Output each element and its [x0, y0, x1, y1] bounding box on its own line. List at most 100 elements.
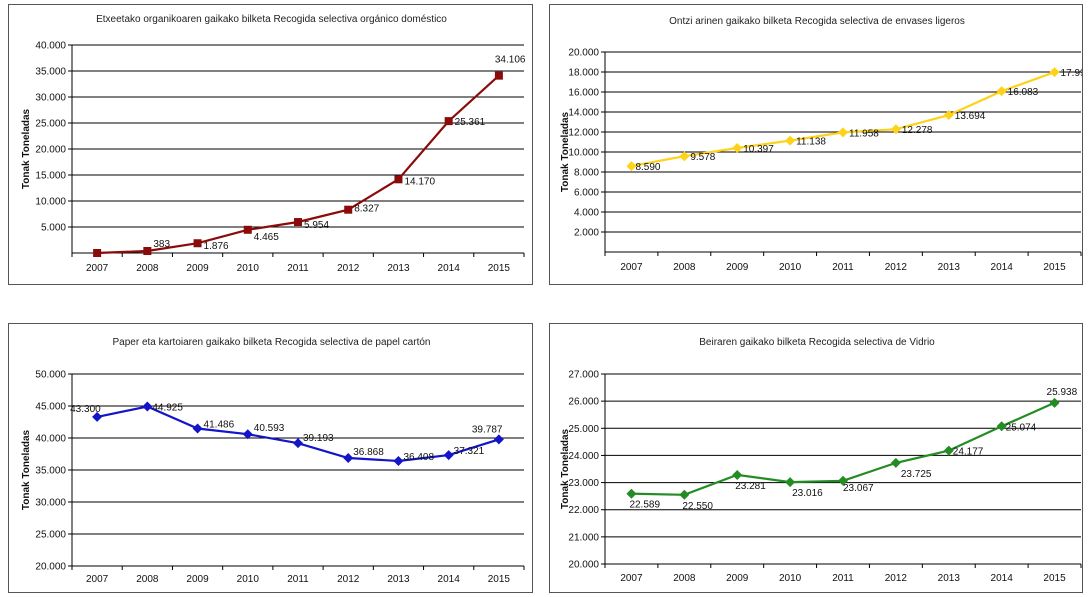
- y-tick-label: 5.000: [41, 223, 66, 234]
- data-label: 40.593: [254, 423, 285, 434]
- data-point: [394, 175, 403, 184]
- x-tick-label: 2008: [673, 262, 696, 273]
- x-tick-label: 2009: [186, 263, 209, 274]
- y-tick-label: 16.000: [568, 88, 599, 99]
- data-point: [443, 450, 454, 461]
- data-point: [343, 453, 354, 464]
- data-point: [996, 421, 1007, 432]
- data-label: 9.578: [690, 152, 715, 163]
- data-point: [444, 117, 453, 126]
- x-tick-label: 2014: [991, 262, 1014, 273]
- data-point: [626, 488, 637, 499]
- x-tick-label: 2008: [136, 263, 159, 274]
- data-point: [142, 401, 153, 412]
- chart-organic: Etxeetako organikoaren gaikako bilketa R…: [21, 14, 526, 274]
- y-tick-label: 27.000: [568, 370, 599, 381]
- data-label: 41.486: [204, 419, 235, 430]
- data-label: 22.550: [682, 501, 713, 512]
- x-tick-label: 2007: [620, 573, 643, 584]
- data-label: 24.177: [953, 447, 984, 458]
- y-tick-label: 24.000: [568, 451, 599, 462]
- chart-paper: Paper eta kartoiaren gaikako bilketa Rec…: [21, 337, 525, 585]
- y-tick-label: 23.000: [568, 478, 599, 489]
- y-tick-label: 35.000: [35, 67, 66, 78]
- data-label: 11.958: [849, 128, 879, 139]
- data-label: 383: [153, 239, 170, 250]
- x-tick-label: 2008: [136, 574, 159, 585]
- x-tick-label: 2012: [337, 574, 360, 585]
- data-point: [494, 71, 503, 80]
- y-axis-label: Tonak Toneladas: [560, 111, 571, 192]
- data-label: 23.281: [735, 481, 766, 492]
- x-tick-label: 2009: [186, 574, 209, 585]
- data-point: [996, 86, 1007, 97]
- data-label: 36.408: [403, 452, 434, 463]
- data-label: 4.465: [254, 232, 279, 243]
- chart-panel-organic: Etxeetako organikoaren gaikako bilketa R…: [8, 4, 533, 285]
- y-axis-label: Tonak Toneladas: [21, 429, 32, 510]
- x-tick-label: 2011: [287, 263, 309, 274]
- data-label: 1.876: [204, 241, 229, 252]
- data-point: [626, 161, 637, 172]
- y-tick-label: 26.000: [568, 397, 599, 408]
- x-tick-label: 2008: [673, 573, 696, 584]
- x-tick-label: 2009: [726, 573, 749, 584]
- data-point: [1049, 67, 1060, 78]
- data-label: 37.321: [454, 446, 485, 457]
- x-tick-label: 2014: [991, 573, 1014, 584]
- y-tick-label: 18.000: [568, 68, 599, 79]
- data-point: [679, 489, 690, 500]
- data-point: [732, 143, 743, 154]
- data-label: 12.278: [902, 125, 933, 136]
- y-tick-label: 10.000: [35, 197, 66, 208]
- x-tick-label: 2015: [1043, 262, 1066, 273]
- y-tick-label: 21.000: [568, 532, 599, 543]
- x-tick-label: 2007: [86, 574, 109, 585]
- y-tick-label: 10.000: [568, 148, 599, 159]
- y-tick-label: 40.000: [35, 41, 66, 52]
- data-label: 36.868: [353, 447, 384, 458]
- data-point: [785, 135, 796, 146]
- data-label: 10.397: [743, 144, 774, 155]
- x-tick-label: 2014: [438, 574, 461, 585]
- data-point: [890, 124, 901, 135]
- data-point: [143, 247, 152, 256]
- y-tick-label: 40.000: [35, 434, 66, 445]
- data-point: [93, 249, 102, 257]
- y-tick-label: 45.000: [35, 402, 66, 413]
- chart-packaging: Ontzi arinen gaikako bilketa Recogida se…: [560, 16, 1082, 273]
- x-tick-label: 2013: [387, 574, 410, 585]
- y-tick-label: 20.000: [568, 48, 599, 59]
- data-label: 23.016: [792, 488, 823, 499]
- data-point: [1049, 397, 1060, 408]
- data-label: 39.193: [303, 433, 334, 444]
- chart-panel-packaging: Ontzi arinen gaikako bilketa Recogida se…: [549, 4, 1083, 285]
- chart-panel-glass: Beiraren gaikako bilketa Recogida select…: [549, 323, 1083, 593]
- data-label: 14.170: [404, 176, 435, 187]
- x-tick-label: 2013: [387, 263, 410, 274]
- y-tick-label: 12.000: [568, 128, 599, 139]
- y-axis-label: Tonak Toneladas: [21, 108, 32, 189]
- y-tick-label: 25.000: [568, 424, 599, 435]
- data-point: [785, 477, 796, 488]
- data-point: [838, 475, 848, 486]
- x-tick-label: 2011: [832, 573, 854, 584]
- y-tick-label: 6.000: [574, 188, 599, 199]
- y-tick-label: 20.000: [35, 145, 66, 156]
- data-label: 17.993: [1061, 68, 1082, 79]
- data-label: 25.074: [1006, 422, 1037, 433]
- data-label: 23.067: [843, 483, 874, 494]
- data-point: [493, 434, 504, 445]
- y-tick-label: 20.000: [568, 560, 599, 571]
- y-tick-label: 30.000: [35, 498, 66, 509]
- chart-glass: Beiraren gaikako bilketa Recogida select…: [560, 337, 1082, 584]
- y-tick-label: 20.000: [35, 562, 66, 573]
- data-label: 43.300: [70, 404, 101, 415]
- data-label: 34.106: [495, 55, 526, 66]
- x-tick-label: 2013: [938, 573, 961, 584]
- x-tick-label: 2012: [885, 262, 908, 273]
- x-tick-label: 2007: [620, 262, 643, 273]
- y-tick-label: 25.000: [35, 530, 66, 541]
- y-tick-label: 8.000: [574, 168, 599, 179]
- data-point: [344, 205, 353, 214]
